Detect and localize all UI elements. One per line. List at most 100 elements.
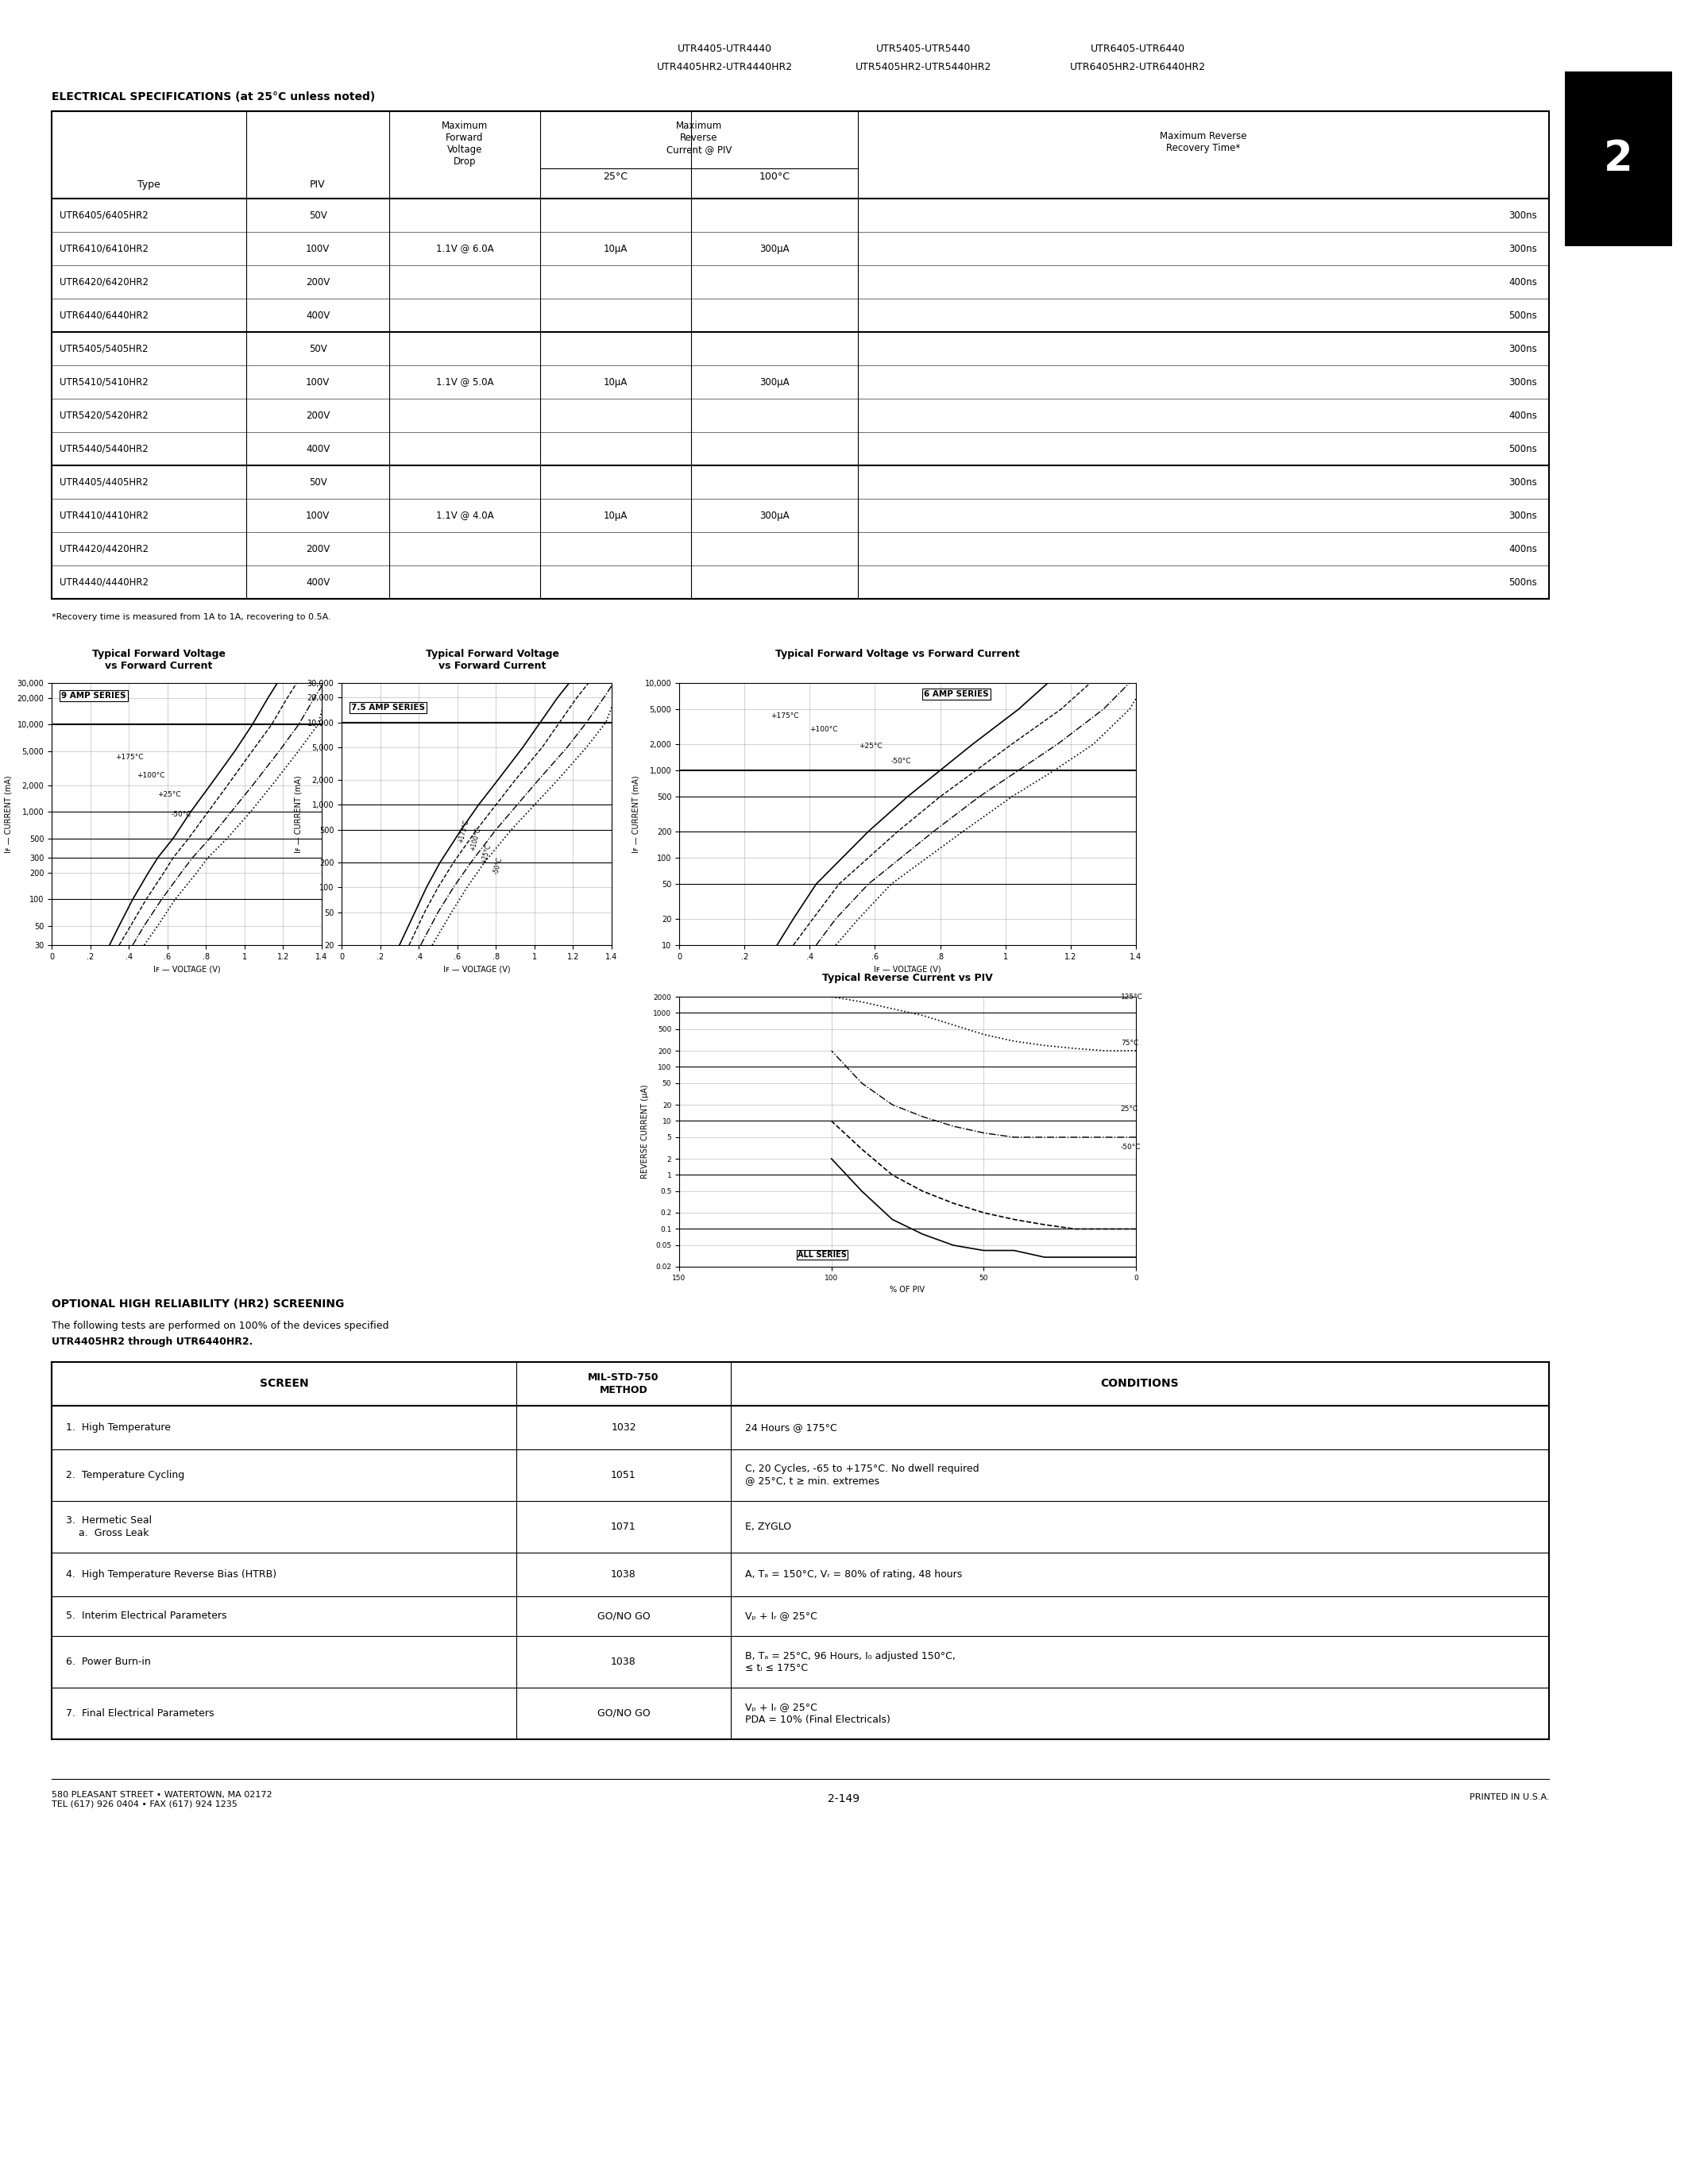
Text: +175°C: +175°C bbox=[457, 819, 471, 843]
Text: UTR4405/4405HR2: UTR4405/4405HR2 bbox=[59, 476, 149, 487]
X-axis label: Iꜰ — VOLTAGE (V): Iꜰ — VOLTAGE (V) bbox=[874, 965, 942, 974]
Text: 100V: 100V bbox=[306, 511, 329, 520]
Text: 10μA: 10μA bbox=[604, 378, 628, 387]
Text: C, 20 Cycles, -65 to +175°C. No dwell required
@ 25°C, t ≥ min. extremes: C, 20 Cycles, -65 to +175°C. No dwell re… bbox=[744, 1463, 979, 1487]
Text: UTR5420/5420HR2: UTR5420/5420HR2 bbox=[59, 411, 149, 422]
Text: 6.  Power Burn-in: 6. Power Burn-in bbox=[66, 1658, 150, 1666]
Text: 1038: 1038 bbox=[611, 1570, 636, 1579]
Text: +25°C: +25°C bbox=[859, 743, 883, 749]
Text: UTR5440/5440HR2: UTR5440/5440HR2 bbox=[59, 443, 149, 454]
Text: 10μA: 10μA bbox=[604, 242, 628, 253]
Text: 2: 2 bbox=[1604, 138, 1632, 179]
Text: 25°C: 25°C bbox=[1121, 1105, 1138, 1114]
Text: 50V: 50V bbox=[309, 343, 327, 354]
Text: 50V: 50V bbox=[309, 476, 327, 487]
Text: UTR6410/6410HR2: UTR6410/6410HR2 bbox=[59, 242, 149, 253]
Text: PIV: PIV bbox=[311, 179, 326, 190]
Text: 100V: 100V bbox=[306, 242, 329, 253]
Text: Vₚ + Iᵣ @ 25°C
PDA = 10% (Final Electricals): Vₚ + Iᵣ @ 25°C PDA = 10% (Final Electric… bbox=[744, 1701, 890, 1725]
Text: 1.  High Temperature: 1. High Temperature bbox=[66, 1422, 170, 1433]
Text: 400V: 400V bbox=[306, 310, 329, 321]
Text: MIL-STD-750
METHOD: MIL-STD-750 METHOD bbox=[587, 1374, 658, 1396]
Text: SCREEN: SCREEN bbox=[260, 1378, 309, 1389]
Text: 500ns: 500ns bbox=[1509, 310, 1538, 321]
Text: 7.5 AMP SERIES: 7.5 AMP SERIES bbox=[351, 703, 425, 712]
Text: UTR4405HR2-UTR4440HR2: UTR4405HR2-UTR4440HR2 bbox=[657, 61, 793, 72]
Text: UTR4440/4440HR2: UTR4440/4440HR2 bbox=[59, 577, 149, 587]
Text: 400V: 400V bbox=[306, 577, 329, 587]
Text: GO/NO GO: GO/NO GO bbox=[598, 1612, 650, 1621]
Text: Maximum Reverse
Recovery Time*: Maximum Reverse Recovery Time* bbox=[1160, 131, 1247, 153]
Text: ELECTRICAL SPECIFICATIONS (at 25°C unless noted): ELECTRICAL SPECIFICATIONS (at 25°C unles… bbox=[52, 92, 375, 103]
Text: +100°C: +100°C bbox=[810, 725, 837, 734]
Text: 9 AMP SERIES: 9 AMP SERIES bbox=[61, 692, 127, 699]
Text: OPTIONAL HIGH RELIABILITY (HR2) SCREENING: OPTIONAL HIGH RELIABILITY (HR2) SCREENIN… bbox=[52, 1299, 344, 1310]
Text: 400ns: 400ns bbox=[1509, 544, 1538, 555]
Text: +100°C: +100°C bbox=[469, 828, 483, 852]
Text: 1.1V @ 6.0A: 1.1V @ 6.0A bbox=[436, 242, 493, 253]
Text: 200V: 200V bbox=[306, 544, 329, 555]
X-axis label: Iꜰ — VOLTAGE (V): Iꜰ — VOLTAGE (V) bbox=[154, 965, 219, 974]
Text: 300μA: 300μA bbox=[760, 511, 790, 520]
Text: 200V: 200V bbox=[306, 277, 329, 286]
Text: UTR5405-UTR5440: UTR5405-UTR5440 bbox=[876, 44, 971, 55]
Text: -50°C: -50°C bbox=[891, 758, 912, 764]
Text: UTR6405HR2-UTR6440HR2: UTR6405HR2-UTR6440HR2 bbox=[1070, 61, 1205, 72]
Text: UTR6440/6440HR2: UTR6440/6440HR2 bbox=[59, 310, 149, 321]
Text: 10μA: 10μA bbox=[604, 511, 628, 520]
Text: 100V: 100V bbox=[306, 378, 329, 387]
Text: 4.  High Temperature Reverse Bias (HTRB): 4. High Temperature Reverse Bias (HTRB) bbox=[66, 1570, 277, 1579]
Text: 400V: 400V bbox=[306, 443, 329, 454]
Text: GO/NO GO: GO/NO GO bbox=[598, 1708, 650, 1719]
X-axis label: % OF PIV: % OF PIV bbox=[890, 1286, 925, 1293]
Text: 100°C: 100°C bbox=[760, 173, 790, 181]
Text: 300ns: 300ns bbox=[1509, 242, 1538, 253]
Text: 1051: 1051 bbox=[611, 1470, 636, 1481]
Y-axis label: Iꜰ — CURRENT (mA): Iꜰ — CURRENT (mA) bbox=[5, 775, 12, 852]
Text: 125°C: 125°C bbox=[1121, 994, 1143, 1000]
Y-axis label: Iꜰ — CURRENT (mA): Iꜰ — CURRENT (mA) bbox=[295, 775, 302, 852]
Text: 200V: 200V bbox=[306, 411, 329, 422]
Text: 580 PLEASANT STREET • WATERTOWN, MA 02172
TEL (617) 926 0404 • FAX (617) 924 123: 580 PLEASANT STREET • WATERTOWN, MA 0217… bbox=[52, 1791, 272, 1808]
Text: 400ns: 400ns bbox=[1509, 277, 1538, 286]
Text: UTR6420/6420HR2: UTR6420/6420HR2 bbox=[59, 277, 149, 286]
Text: 75°C: 75°C bbox=[1121, 1040, 1138, 1046]
Text: UTR4410/4410HR2: UTR4410/4410HR2 bbox=[59, 511, 149, 520]
Text: UTR4420/4420HR2: UTR4420/4420HR2 bbox=[59, 544, 149, 555]
Text: UTR4405HR2 through UTR6440HR2.: UTR4405HR2 through UTR6440HR2. bbox=[52, 1337, 253, 1348]
Text: PRINTED IN U.S.A.: PRINTED IN U.S.A. bbox=[1469, 1793, 1550, 1802]
Y-axis label: Iꜰ — CURRENT (mA): Iꜰ — CURRENT (mA) bbox=[633, 775, 640, 852]
Text: ALL SERIES: ALL SERIES bbox=[797, 1251, 847, 1258]
Text: -50°C: -50°C bbox=[491, 856, 503, 874]
Text: A, Tₐ = 150°C, Vᵣ = 80% of rating, 48 hours: A, Tₐ = 150°C, Vᵣ = 80% of rating, 48 ho… bbox=[744, 1570, 962, 1579]
Text: 300ns: 300ns bbox=[1509, 343, 1538, 354]
Bar bbox=[52, 111, 1550, 598]
Text: 300ns: 300ns bbox=[1509, 511, 1538, 520]
Y-axis label: REVERSE CURRENT (μA): REVERSE CURRENT (μA) bbox=[641, 1085, 648, 1179]
Text: +25°C: +25°C bbox=[157, 791, 181, 797]
Text: 500ns: 500ns bbox=[1509, 577, 1538, 587]
Text: 5.  Interim Electrical Parameters: 5. Interim Electrical Parameters bbox=[66, 1612, 226, 1621]
Text: UTR6405-UTR6440: UTR6405-UTR6440 bbox=[1090, 44, 1185, 55]
Text: 24 Hours @ 175°C: 24 Hours @ 175°C bbox=[744, 1422, 837, 1433]
Text: Vₚ + Iᵣ @ 25°C: Vₚ + Iᵣ @ 25°C bbox=[744, 1612, 817, 1621]
Text: 300μA: 300μA bbox=[760, 378, 790, 387]
Text: 300μA: 300μA bbox=[760, 242, 790, 253]
Text: -50°C: -50°C bbox=[1121, 1144, 1141, 1151]
Text: Maximum
Reverse
Current @ PIV: Maximum Reverse Current @ PIV bbox=[667, 120, 733, 155]
Text: B, Tₐ = 25°C, 96 Hours, I₀ adjusted 150°C,
≤ tᵢ ≤ 175°C: B, Tₐ = 25°C, 96 Hours, I₀ adjusted 150°… bbox=[744, 1651, 955, 1673]
Text: 300ns: 300ns bbox=[1509, 378, 1538, 387]
Text: +25°C: +25°C bbox=[481, 843, 493, 865]
Text: +175°C: +175°C bbox=[115, 753, 143, 760]
Text: +100°C: +100°C bbox=[137, 771, 165, 780]
Text: E, ZYGLO: E, ZYGLO bbox=[744, 1522, 792, 1531]
Text: Type: Type bbox=[137, 179, 160, 190]
Text: 400ns: 400ns bbox=[1509, 411, 1538, 422]
Text: 1.1V @ 4.0A: 1.1V @ 4.0A bbox=[436, 511, 493, 520]
Text: Maximum
Forward
Voltage
Drop: Maximum Forward Voltage Drop bbox=[442, 120, 488, 166]
Text: 500ns: 500ns bbox=[1509, 443, 1538, 454]
Text: UTR5405HR2-UTR5440HR2: UTR5405HR2-UTR5440HR2 bbox=[856, 61, 991, 72]
Text: 2.  Temperature Cycling: 2. Temperature Cycling bbox=[66, 1470, 184, 1481]
Text: UTR5405/5405HR2: UTR5405/5405HR2 bbox=[59, 343, 149, 354]
Text: The following tests are performed on 100% of the devices specified: The following tests are performed on 100… bbox=[52, 1321, 388, 1330]
